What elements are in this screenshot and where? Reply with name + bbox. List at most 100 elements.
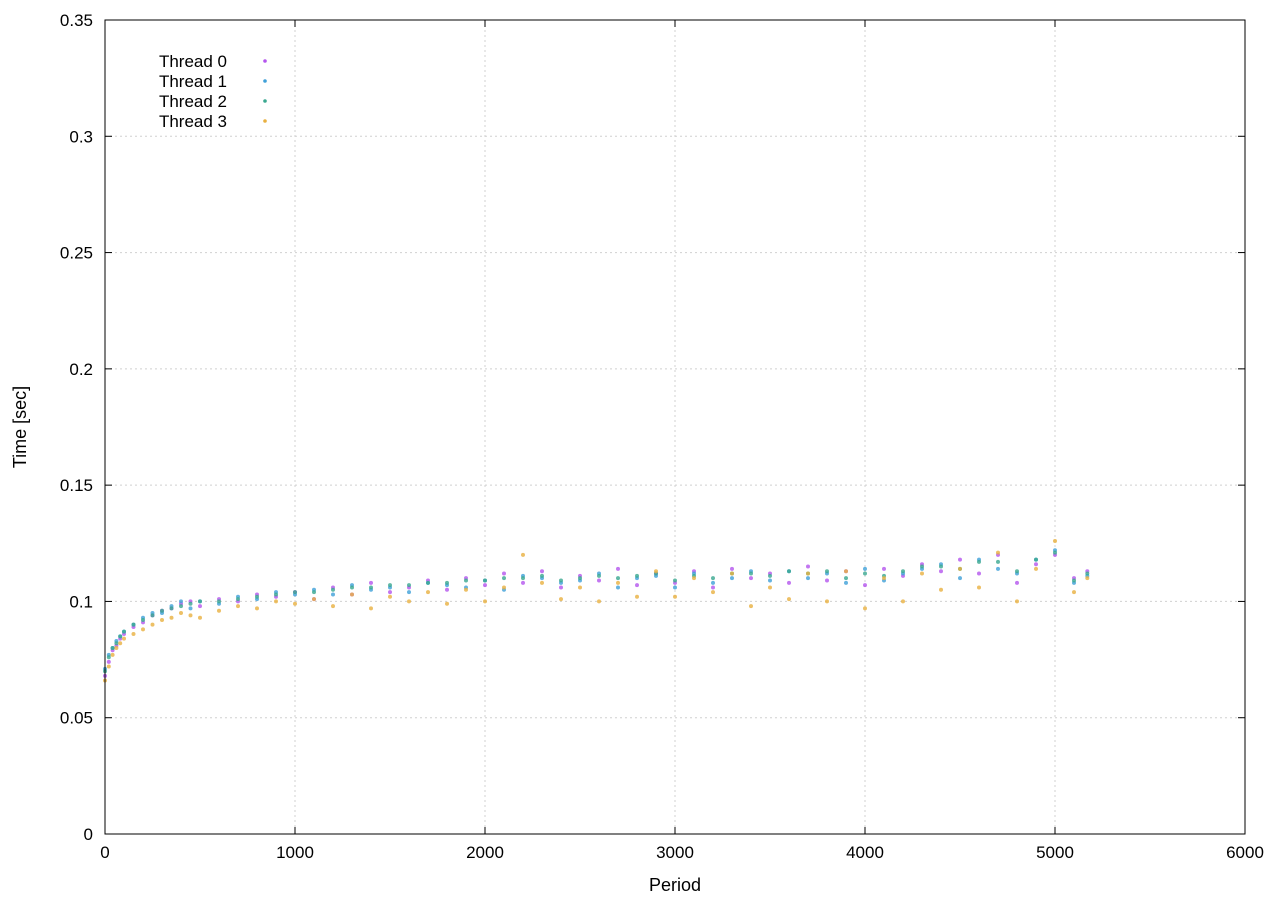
data-point [787,569,791,574]
data-point [616,576,620,581]
data-point [407,599,411,604]
data-point [901,569,905,574]
data-point [198,599,202,604]
data-point [106,664,111,669]
data-point [169,615,174,620]
data-point [274,599,278,604]
y-tick-label: 0 [84,825,93,844]
data-point [825,599,829,604]
data-point [483,583,487,588]
data-point [1053,538,1057,543]
data-point [958,576,962,581]
data-points [103,538,1090,683]
data-point [749,604,753,609]
data-point [920,571,924,576]
legend-label: Thread 3 [159,112,227,131]
data-point [844,580,848,585]
x-axis-title: Period [649,875,701,895]
data-point [483,599,487,604]
data-point [711,576,715,581]
data-point [369,585,373,590]
series-thread-2 [103,550,1090,674]
data-point [768,573,772,578]
data-point [236,604,240,609]
data-point [110,652,115,657]
legend-label: Thread 2 [159,92,227,111]
data-point [445,580,449,585]
data-point [331,604,335,609]
data-point [118,641,123,646]
data-point [901,599,905,604]
y-tick-label: 0.35 [60,11,93,30]
data-point [160,618,164,623]
x-tick-label: 0 [100,843,109,862]
legend-label: Thread 1 [159,72,227,91]
data-point [958,557,962,562]
data-point [426,580,430,585]
data-point [464,587,468,592]
data-point [654,569,658,574]
data-point [673,578,677,583]
legend-marker [263,99,267,103]
data-point [179,611,183,616]
data-point [198,604,202,609]
data-point [597,599,601,604]
data-point [502,571,506,576]
data-point [635,583,639,588]
data-point [730,571,734,576]
data-point [597,578,601,583]
data-point [217,608,221,613]
data-point [274,592,278,597]
data-point [407,590,411,595]
data-point [122,629,126,634]
data-point [996,550,1000,555]
data-point [407,583,411,588]
data-point [293,601,297,606]
data-point [977,585,981,590]
y-tick-label: 0.1 [69,592,93,611]
data-point [150,622,155,627]
data-point [768,585,772,590]
data-point [464,578,468,583]
data-point [1072,578,1076,583]
data-point [350,585,354,590]
data-point [1015,599,1019,604]
x-tick-label: 6000 [1226,843,1264,862]
data-point [141,627,145,632]
data-point [578,576,582,581]
data-point [331,587,335,592]
data-point [1034,557,1038,562]
data-point [1085,571,1090,576]
x-tick-label: 2000 [466,843,504,862]
data-point [939,564,943,569]
data-point [118,634,123,639]
y-tick-label: 0.05 [60,709,93,728]
y-tick-label: 0.25 [60,244,93,263]
data-point [977,559,981,564]
data-point [198,615,202,620]
data-point [122,636,126,641]
data-point [863,571,867,576]
data-point [692,576,696,581]
legend-marker [263,119,267,123]
data-point [150,613,155,618]
data-point [293,590,297,595]
x-tick-label: 4000 [846,843,884,862]
data-point [388,594,392,599]
data-point [188,606,193,611]
data-point [749,576,753,581]
data-point [483,578,487,583]
data-point [749,571,753,576]
data-point [521,580,525,585]
data-point [578,585,582,590]
data-point [110,645,115,650]
y-tick-label: 0.2 [69,360,93,379]
data-point [882,576,886,581]
data-point [730,576,734,581]
data-point [844,569,848,574]
data-point [768,578,772,583]
data-point [996,566,1000,571]
grid-lines [105,20,1245,834]
data-point [787,580,791,585]
